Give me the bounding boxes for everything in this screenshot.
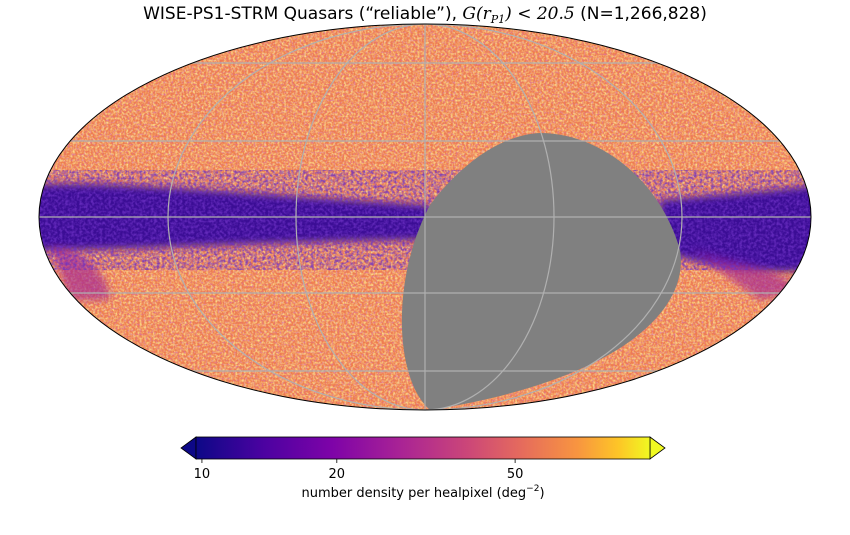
label-text: number density per healpixel (deg: [301, 486, 526, 501]
title-math: ) < 20.5: [504, 4, 575, 24]
masked-region: [401, 133, 681, 410]
colorbar-extend-low: [180, 436, 197, 460]
label-text: ): [539, 486, 544, 501]
colorbar-tick-label: 10: [194, 467, 211, 482]
label-superscript: −2: [526, 484, 539, 494]
sky-map: [39, 24, 811, 410]
title-subscript: P1: [490, 13, 505, 26]
title-text: (N=1,266,828): [575, 4, 707, 24]
colorbar-tick-label: 50: [507, 467, 524, 482]
colorbar-label: number density per healpixel (deg−2): [301, 484, 544, 501]
map-border: [38, 23, 812, 411]
colorbar-tick-label: 20: [329, 467, 346, 482]
colorbar-body: [195, 436, 651, 460]
title-text: WISE-PS1-STRM Quasars (“reliable”),: [143, 4, 462, 24]
colorbar-extend-high: [649, 436, 666, 460]
colorbar: [180, 436, 666, 460]
title-math: G(r: [462, 4, 491, 24]
chart-title: WISE-PS1-STRM Quasars (“reliable”), G(rP…: [143, 4, 707, 26]
